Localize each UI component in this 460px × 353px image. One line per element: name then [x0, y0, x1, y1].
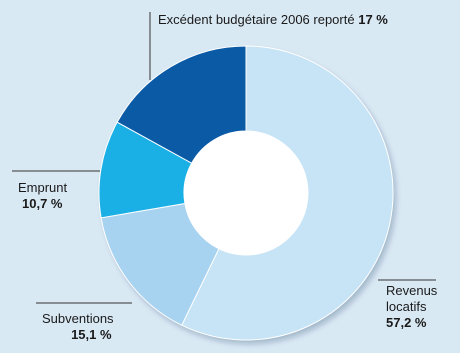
- slice-value-emprunt: 10,7 %: [22, 196, 63, 211]
- slice-name-excedent: Excédent budgétaire 2006 reporté: [158, 12, 355, 27]
- slice-name-revenus-line2: locatifs: [386, 299, 427, 314]
- slice-label-revenus: Revenus locatifs 57,2 %: [386, 283, 437, 331]
- donut-hole: [184, 131, 308, 255]
- leader-lines: [12, 12, 436, 304]
- slice-label-excedent: Excédent budgétaire 2006 reporté 17 %: [158, 12, 388, 28]
- slice-label-emprunt: Emprunt 10,7 %: [18, 180, 67, 212]
- slice-name-revenus-line1: Revenus: [386, 283, 438, 298]
- slice-value-revenus: 57,2 %: [386, 315, 427, 330]
- slice-name-emprunt: Emprunt: [18, 180, 68, 195]
- slice-value-subventions: 15,1 %: [71, 327, 112, 342]
- slice-name-subventions: Subventions: [42, 311, 114, 326]
- slice-value-excedent: 17 %: [358, 12, 388, 27]
- slice-label-subventions: Subventions 15,1 %: [42, 311, 114, 343]
